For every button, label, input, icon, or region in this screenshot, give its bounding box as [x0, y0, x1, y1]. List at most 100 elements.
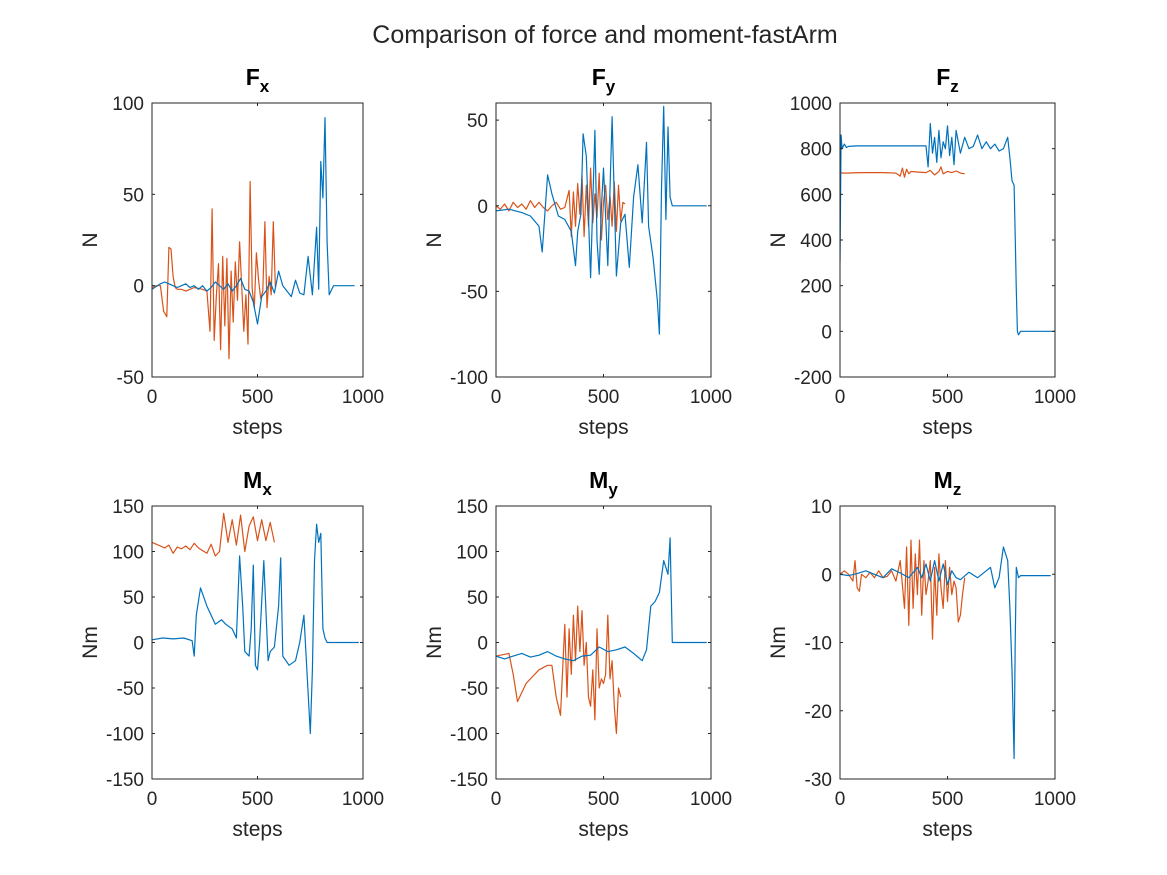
x-tick-label: 1000 — [690, 789, 732, 810]
subplot-title: Fx — [246, 64, 270, 96]
subplot-title-main: M — [243, 467, 262, 493]
series-line-orange — [840, 539, 966, 640]
x-tick-label: 500 — [932, 789, 964, 810]
y-tick-label: 200 — [800, 277, 832, 298]
x-tick-label: 1000 — [1034, 387, 1076, 408]
subplot-title-sub: x — [262, 480, 272, 499]
series-line-blue — [840, 546, 1051, 760]
series-line-blue — [152, 116, 355, 325]
subplot-5: 0 500 1000 -150 -100 -50 0 50 100 150 steps Nm My — [423, 467, 732, 841]
x-tick-label: 0 — [147, 789, 158, 810]
y-tick-label: -50 — [461, 282, 488, 303]
x-axis-label: steps — [922, 416, 972, 439]
y-axis-label: Nm — [423, 626, 446, 659]
y-tick-label: 150 — [456, 497, 488, 518]
subplot-title: Fz — [936, 64, 959, 96]
x-tick-label: 0 — [835, 789, 846, 810]
y-tick-label: -50 — [117, 679, 144, 700]
x-tick-label: 1000 — [342, 789, 384, 810]
y-tick-label: 100 — [112, 94, 144, 115]
x-tick-label: 0 — [147, 387, 158, 408]
y-tick-label: 100 — [456, 543, 488, 564]
y-tick-label: 400 — [800, 231, 832, 252]
y-tick-label: 0 — [477, 634, 488, 655]
y-tick-label: 10 — [811, 497, 832, 518]
subplot-2: 0 500 1000 -100 -50 0 50 steps N Fy — [423, 64, 732, 439]
y-tick-label: -100 — [450, 368, 488, 389]
y-tick-label: -50 — [117, 368, 144, 389]
subplot-title: My — [589, 467, 618, 499]
subplot-title-sub: y — [606, 77, 616, 96]
subplot-title: Mz — [934, 467, 962, 499]
x-tick-label: 1000 — [1034, 789, 1076, 810]
y-tick-label: 0 — [821, 322, 832, 343]
x-axis-label: steps — [578, 416, 628, 439]
y-axis-label: N — [767, 232, 790, 247]
subplot-title-sub: x — [260, 77, 270, 96]
x-axis-label: steps — [578, 818, 628, 841]
x-tick-label: 0 — [835, 387, 846, 408]
x-tick-label: 0 — [491, 789, 502, 810]
y-tick-label: 0 — [477, 197, 488, 218]
y-tick-label: -30 — [805, 770, 832, 791]
y-tick-label: -150 — [450, 770, 488, 791]
x-tick-label: 500 — [588, 387, 620, 408]
x-tick-label: 500 — [242, 789, 274, 810]
series-line-blue — [840, 122, 1055, 336]
series-line-blue — [496, 105, 707, 335]
y-tick-label: -100 — [106, 725, 144, 746]
y-axis-label: N — [79, 232, 102, 247]
y-tick-label: -20 — [805, 702, 832, 723]
x-tick-label: 500 — [932, 387, 964, 408]
y-tick-label: 50 — [123, 588, 144, 609]
subplot-4: 0 500 1000 -150 -100 -50 0 50 100 150 steps Nm Mx — [79, 467, 384, 841]
y-tick-label: 100 — [112, 543, 144, 564]
x-tick-label: 1000 — [690, 387, 732, 408]
subplot-title-main: F — [592, 64, 606, 90]
y-tick-label: -10 — [805, 634, 832, 655]
subplot-title-sub: y — [608, 480, 618, 499]
y-tick-label: 600 — [800, 185, 832, 206]
subplot-title-main: M — [589, 467, 608, 493]
subplot-title: Fy — [592, 64, 616, 96]
y-axis-label: Nm — [79, 626, 102, 659]
series-line-orange — [840, 166, 965, 178]
y-tick-label: -200 — [794, 368, 832, 389]
subplot-title: Mx — [243, 467, 272, 499]
y-tick-label: -100 — [450, 725, 488, 746]
y-tick-label: 0 — [133, 277, 144, 298]
y-tick-label: 800 — [800, 140, 832, 161]
y-tick-label: 50 — [123, 185, 144, 206]
y-tick-label: 50 — [467, 111, 488, 132]
figure-title: Comparison of force and moment-fastArm — [372, 21, 837, 49]
x-tick-label: 500 — [242, 387, 274, 408]
y-tick-label: -50 — [461, 679, 488, 700]
x-tick-label: 500 — [588, 789, 620, 810]
x-axis-label: steps — [232, 416, 282, 439]
y-tick-label: -150 — [106, 770, 144, 791]
series-line-blue — [152, 523, 359, 735]
y-tick-label: 150 — [112, 497, 144, 518]
x-axis-label: steps — [922, 818, 972, 841]
subplot-title-sub: z — [953, 480, 962, 499]
y-tick-label: 0 — [133, 634, 144, 655]
subplot-title-main: M — [934, 467, 953, 493]
x-axis-label: steps — [232, 818, 282, 841]
subplot-title-main: F — [936, 64, 950, 90]
subplot-title-sub: z — [950, 77, 959, 96]
series-line-orange — [152, 512, 275, 557]
series-line-orange — [496, 605, 622, 735]
y-tick-label: 0 — [821, 565, 832, 586]
x-tick-label: 1000 — [342, 387, 384, 408]
y-axis-label: Nm — [767, 626, 790, 659]
y-tick-label: 1000 — [790, 94, 832, 115]
series-line-blue — [496, 537, 707, 662]
y-tick-label: 50 — [467, 588, 488, 609]
subplot-6: 0 500 1000 -30 -20 -10 0 10 steps Nm Mz — [767, 467, 1076, 841]
subplot-title-main: F — [246, 64, 260, 90]
